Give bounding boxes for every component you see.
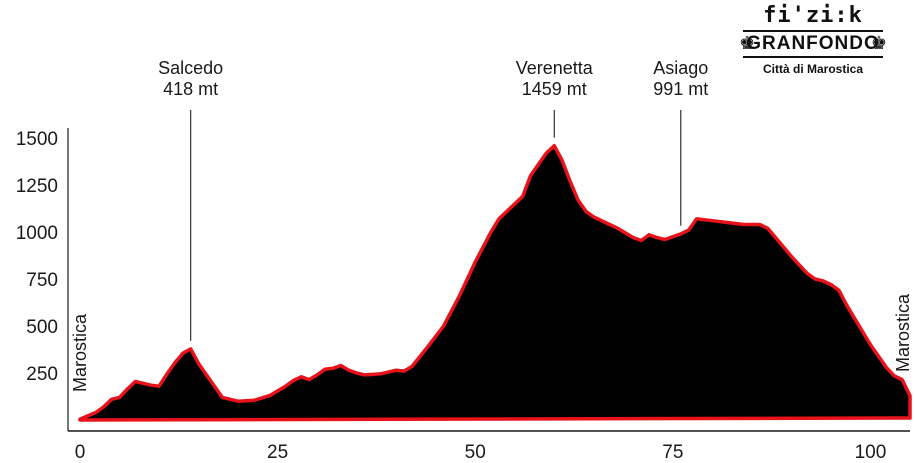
y-tick-label: 250 (26, 364, 58, 385)
peak-name-label: Salcedo (158, 58, 223, 78)
x-tick-label: 25 (267, 442, 288, 463)
x-tick-label: 75 (662, 442, 683, 463)
peak-name-label: Asiago (653, 58, 708, 78)
x-axis-tick-labels: 0 25 50 75 100 (75, 442, 887, 463)
y-tick-label: 1000 (16, 223, 58, 244)
peak-elevation-label: 991 mt (653, 79, 708, 99)
x-tick-label: 0 (75, 442, 86, 463)
y-tick-label: 1500 (16, 129, 58, 150)
chess-king-icon: ♚ (870, 33, 887, 53)
event-logo: fi'zi:k ♚ ♚ GRANFONDO Città di Marostica (733, 3, 893, 77)
y-tick-label: 750 (26, 270, 58, 291)
brand-wordmark: fi'zi:k (763, 3, 863, 28)
peak-elevation-label: 1459 mt (522, 79, 587, 99)
chess-king-icon: ♚ (739, 33, 756, 53)
x-tick-label: 100 (855, 442, 887, 463)
event-city: Città di Marostica (762, 62, 864, 76)
y-axis-tick-labels: 250 500 750 1000 1250 1500 (16, 129, 58, 385)
y-tick-label: 500 (26, 317, 58, 338)
peak-leader-lines (190, 110, 682, 341)
x-tick-label: 50 (465, 442, 486, 463)
peak-elevation-label: 418 mt (163, 79, 218, 99)
peak-name-label: Verenetta (516, 58, 594, 78)
end-town-label: Marostica (893, 293, 913, 372)
start-town-label: Marostica (70, 313, 90, 392)
event-name: GRANFONDO (743, 30, 883, 58)
y-tick-label: 1250 (16, 176, 58, 197)
elevation-area (78, 143, 912, 422)
